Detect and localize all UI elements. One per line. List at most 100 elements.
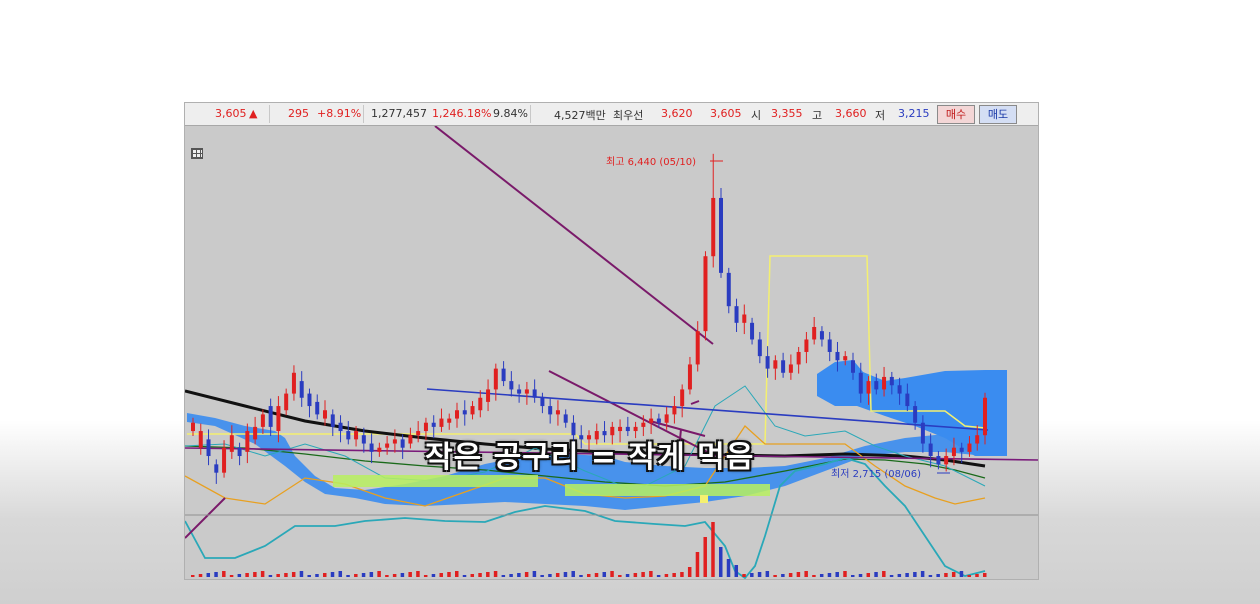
trend-line [690,400,700,405]
candle-body [377,447,382,452]
volume-bar [633,573,638,577]
volume-bar [447,572,451,577]
volume-bar [532,571,537,577]
volume-bar [936,574,940,577]
candle-body [874,381,879,390]
quote-bar: 3,605 ▲ 295 +8.91% 1,277,457 1,246.18% 9… [185,103,1038,126]
volume-bar [315,574,319,577]
candle-body [959,447,964,452]
candle-body [385,443,390,448]
sell-button[interactable]: 매도 [979,105,1017,124]
volume-bar [540,575,544,577]
buy-button[interactable]: 매수 [937,105,975,124]
volume-bar [245,573,249,577]
candle-body [804,339,809,352]
volume-bar [726,559,731,577]
trend-line [434,126,714,345]
candle-body [548,406,553,415]
candle-body [812,326,817,340]
candle-body [423,422,428,432]
candle-body [882,376,887,390]
volume-bar [524,572,529,577]
volume-bar [680,572,684,577]
open-price: 3,355 [771,107,803,120]
up-arrow-icon: ▲ [249,107,258,120]
candle-body [819,331,824,340]
volume-bar [951,572,956,577]
candle-body [897,385,902,394]
high-annotation: 최고 6,440 (05/10) [606,156,696,168]
candle-body [493,368,498,390]
trend-line [185,447,1038,461]
volume-bar [392,574,397,577]
chart-background [185,126,1038,579]
best-ask-label: 최우선 [613,109,644,122]
volume-bar [548,574,552,577]
volume-bar [858,574,863,577]
candle-body [920,422,925,444]
volume-bar [455,571,459,577]
volume-bar [734,565,739,577]
candle-body [687,364,692,390]
volume-bar [214,572,218,577]
candle-body [439,418,444,427]
volume-bar [967,575,971,577]
volume-bar [656,575,661,577]
volume-bar [571,571,575,577]
candle-body [486,389,491,402]
candle-body [587,435,591,440]
highlight-mark [700,495,708,503]
volume-bar [493,571,498,577]
candle-body [431,422,436,427]
volume-bar [602,572,607,577]
candle-body [656,418,661,423]
candle-body [928,443,933,457]
volume-bar [369,572,374,577]
candle-body [237,447,242,457]
candle-body [781,360,786,373]
volume-bar [882,571,886,577]
candle-body [765,356,770,369]
price-chart[interactable]: 최고 6,440 (05/10) 최저 2,715 (08/06) [185,126,1038,579]
volume-bar [920,571,925,577]
candle-body [455,410,459,419]
ichimoku-cloud-upper [817,360,1007,456]
volume-bar [408,572,412,577]
candle-body [680,389,685,407]
candle-body [260,414,265,427]
volume-bar [711,522,715,577]
candle-body [913,406,918,423]
volume-bar [719,547,723,577]
volume-bar [330,572,335,577]
volume-bar [983,573,987,577]
candle-body [338,422,343,432]
candle-body [695,331,700,365]
volume-bar [874,572,878,577]
volume-bar [672,573,676,577]
volume-bar [222,571,226,577]
trade-amount: 4,527백만 [554,109,606,122]
volume-bar [804,571,808,577]
volume-bar [253,572,257,577]
trend-line [185,497,226,539]
volume-bar [913,572,917,577]
candle-body [284,393,289,411]
volume-bar [462,575,467,577]
candle-body [835,351,840,361]
volume-bar [928,575,933,577]
best-ask: 3,620 [661,107,693,120]
candle-body [664,414,669,423]
candle-body [905,393,910,407]
volume-bar [695,552,700,577]
volume-bar [757,572,762,577]
volume-bar [509,574,513,577]
candle-body [936,456,941,465]
candle-body [408,435,413,444]
highlight-bar [565,484,770,496]
candle-body [625,426,630,432]
divider [363,105,364,123]
volume-bar [260,571,265,577]
candle-body [191,422,195,432]
volume-bar [563,572,568,577]
chart-settings-icon[interactable] [191,148,203,159]
